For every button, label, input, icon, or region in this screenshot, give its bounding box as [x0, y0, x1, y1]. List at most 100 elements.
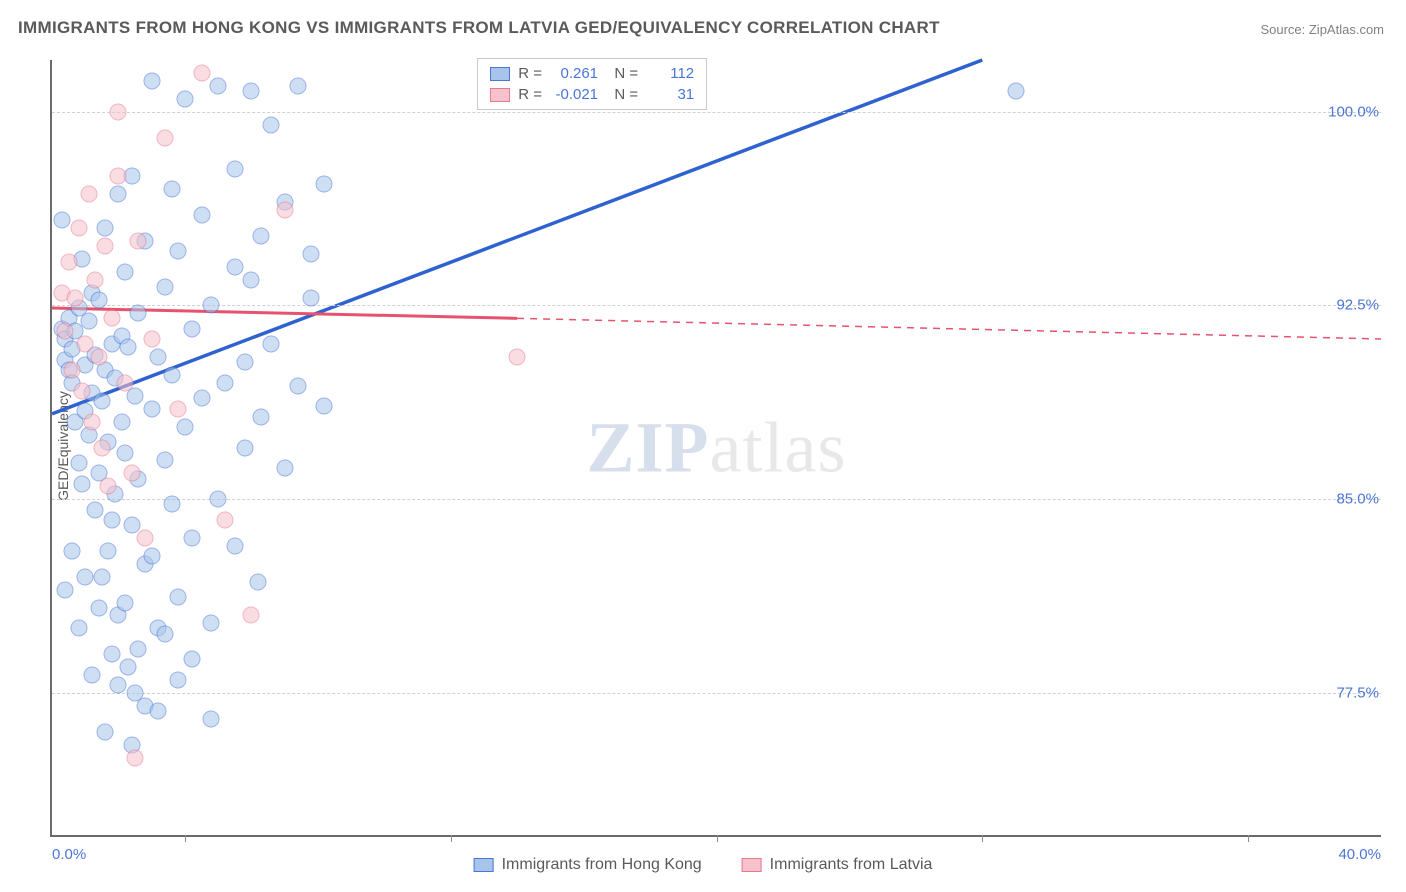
series-legend: Immigrants from Hong Kong Immigrants fro… [474, 856, 933, 874]
legend-label-latvia: Immigrants from Latvia [770, 856, 933, 874]
data-point [100, 478, 117, 495]
plot-area: ZIPatlas R =0.261 N =112R =-0.021 N =31 … [50, 60, 1381, 837]
y-tick-label: 100.0% [1328, 103, 1379, 120]
swatch-icon [490, 88, 510, 102]
data-point [113, 413, 130, 430]
data-point [226, 258, 243, 275]
data-point [80, 186, 97, 203]
data-point [183, 320, 200, 337]
data-point [150, 703, 167, 720]
x-tick [982, 835, 983, 842]
x-tick [185, 835, 186, 842]
data-point [210, 491, 227, 508]
data-point [289, 77, 306, 94]
data-point [120, 659, 137, 676]
data-point [63, 542, 80, 559]
data-point [120, 338, 137, 355]
data-point [97, 219, 114, 236]
n-label: N = [606, 65, 638, 82]
data-point [163, 181, 180, 198]
data-point [103, 646, 120, 663]
data-point [170, 672, 187, 689]
data-point [117, 594, 134, 611]
data-point [316, 176, 333, 193]
x-tick-label: 40.0% [1338, 846, 1381, 863]
data-point [103, 511, 120, 528]
data-point [110, 103, 127, 120]
data-point [137, 529, 154, 546]
data-point [70, 455, 87, 472]
r-label: R = [518, 65, 542, 82]
data-point [110, 168, 127, 185]
r-value: -0.021 [550, 86, 598, 103]
data-point [276, 460, 293, 477]
data-point [170, 243, 187, 260]
gridline [52, 499, 1381, 500]
data-point [143, 548, 160, 565]
data-point [127, 749, 144, 766]
x-tick-label: 0.0% [52, 846, 86, 863]
data-point [236, 354, 253, 371]
data-point [170, 589, 187, 606]
data-point [210, 77, 227, 94]
data-point [93, 439, 110, 456]
data-point [117, 263, 134, 280]
data-point [263, 116, 280, 133]
data-point [57, 323, 74, 340]
data-point [117, 444, 134, 461]
data-point [97, 723, 114, 740]
data-point [130, 232, 147, 249]
gridline [52, 693, 1381, 694]
data-point [87, 501, 104, 518]
data-point [203, 615, 220, 632]
data-point [216, 374, 233, 391]
data-point [63, 362, 80, 379]
data-point [156, 625, 173, 642]
stats-row: R =-0.021 N =31 [478, 84, 706, 105]
gridline [52, 305, 1381, 306]
r-value: 0.261 [550, 65, 598, 82]
data-point [276, 201, 293, 218]
data-point [130, 305, 147, 322]
data-point [509, 349, 526, 366]
data-point [263, 336, 280, 353]
data-point [216, 511, 233, 528]
data-point [77, 336, 94, 353]
data-point [117, 374, 134, 391]
n-value: 31 [646, 86, 694, 103]
data-point [67, 289, 84, 306]
data-point [150, 349, 167, 366]
data-point [249, 573, 266, 590]
n-label: N = [606, 86, 638, 103]
swatch-icon [490, 67, 510, 81]
data-point [253, 227, 270, 244]
stats-row: R = 0.261 N = 112 [478, 63, 706, 84]
data-point [193, 207, 210, 224]
data-point [123, 517, 140, 534]
data-point [193, 64, 210, 81]
data-point [123, 465, 140, 482]
swatch-hongkong [474, 858, 494, 872]
data-point [87, 271, 104, 288]
data-point [176, 90, 193, 107]
n-value: 112 [646, 65, 694, 82]
data-point [226, 537, 243, 554]
watermark-zip: ZIP [587, 407, 710, 487]
gridline [52, 112, 1381, 113]
data-point [70, 219, 87, 236]
data-point [143, 400, 160, 417]
data-point [303, 245, 320, 262]
y-tick-label: 77.5% [1336, 684, 1379, 701]
data-point [110, 677, 127, 694]
source-label: Source: ZipAtlas.com [1260, 22, 1384, 37]
data-point [193, 390, 210, 407]
legend-item-latvia: Immigrants from Latvia [742, 856, 933, 874]
data-point [80, 312, 97, 329]
data-point [183, 529, 200, 546]
data-point [83, 413, 100, 430]
data-point [1007, 83, 1024, 100]
data-point [289, 377, 306, 394]
swatch-latvia [742, 858, 762, 872]
y-tick-label: 85.0% [1336, 491, 1379, 508]
data-point [53, 212, 70, 229]
